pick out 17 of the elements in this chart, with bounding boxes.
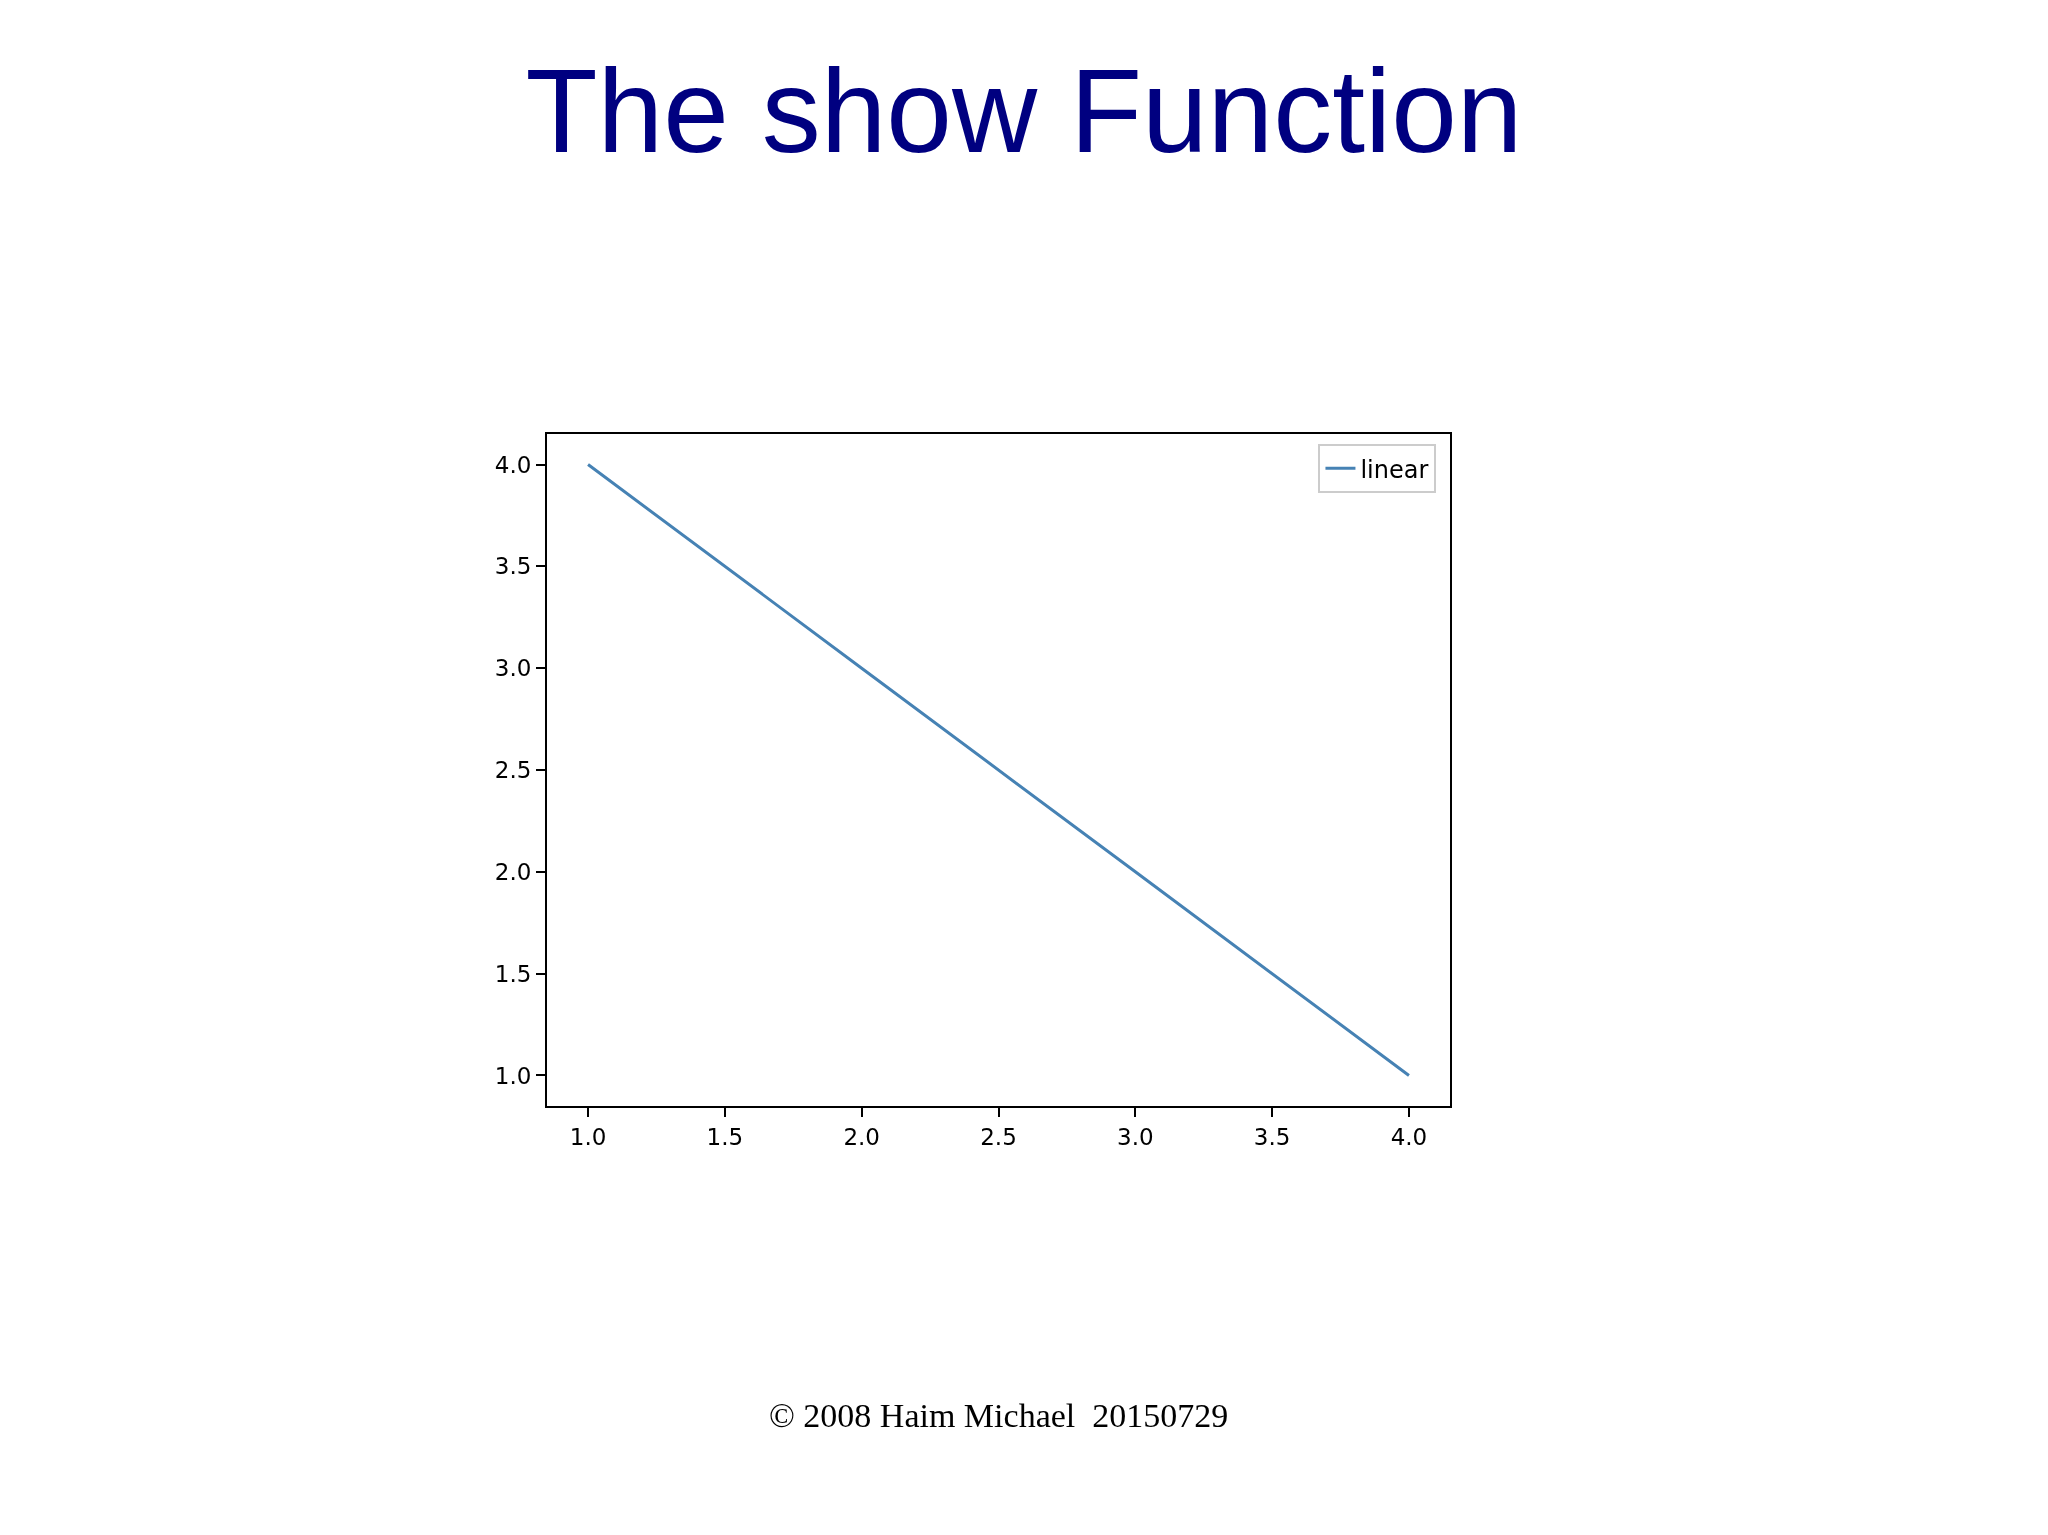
chart-title: The show Function xyxy=(525,44,1523,177)
y-tick-label: 4.0 xyxy=(494,451,532,478)
x-tick-label: 2.5 xyxy=(980,1123,1017,1150)
y-tick-label: 3.5 xyxy=(494,553,532,580)
y-tick-label: 3.0 xyxy=(494,655,532,682)
y-tick-label: 1.0 xyxy=(494,1062,532,1089)
x-tick-label: 4.0 xyxy=(1390,1123,1428,1150)
y-tick-label: 2.0 xyxy=(494,858,532,885)
x-tick-label: 3.0 xyxy=(1117,1123,1154,1150)
x-tick-label: 1.5 xyxy=(706,1123,744,1150)
legend-label: linear xyxy=(1360,455,1429,484)
x-tick-label: 2.0 xyxy=(843,1123,880,1150)
x-tick-label: 3.5 xyxy=(1253,1123,1291,1150)
x-tick-label: 1.0 xyxy=(569,1123,607,1150)
y-tick-label: 2.5 xyxy=(494,757,532,784)
text: © 2008 Haim Michael 20150729 xyxy=(769,1397,1229,1434)
y-tick-label: 1.5 xyxy=(494,960,532,987)
